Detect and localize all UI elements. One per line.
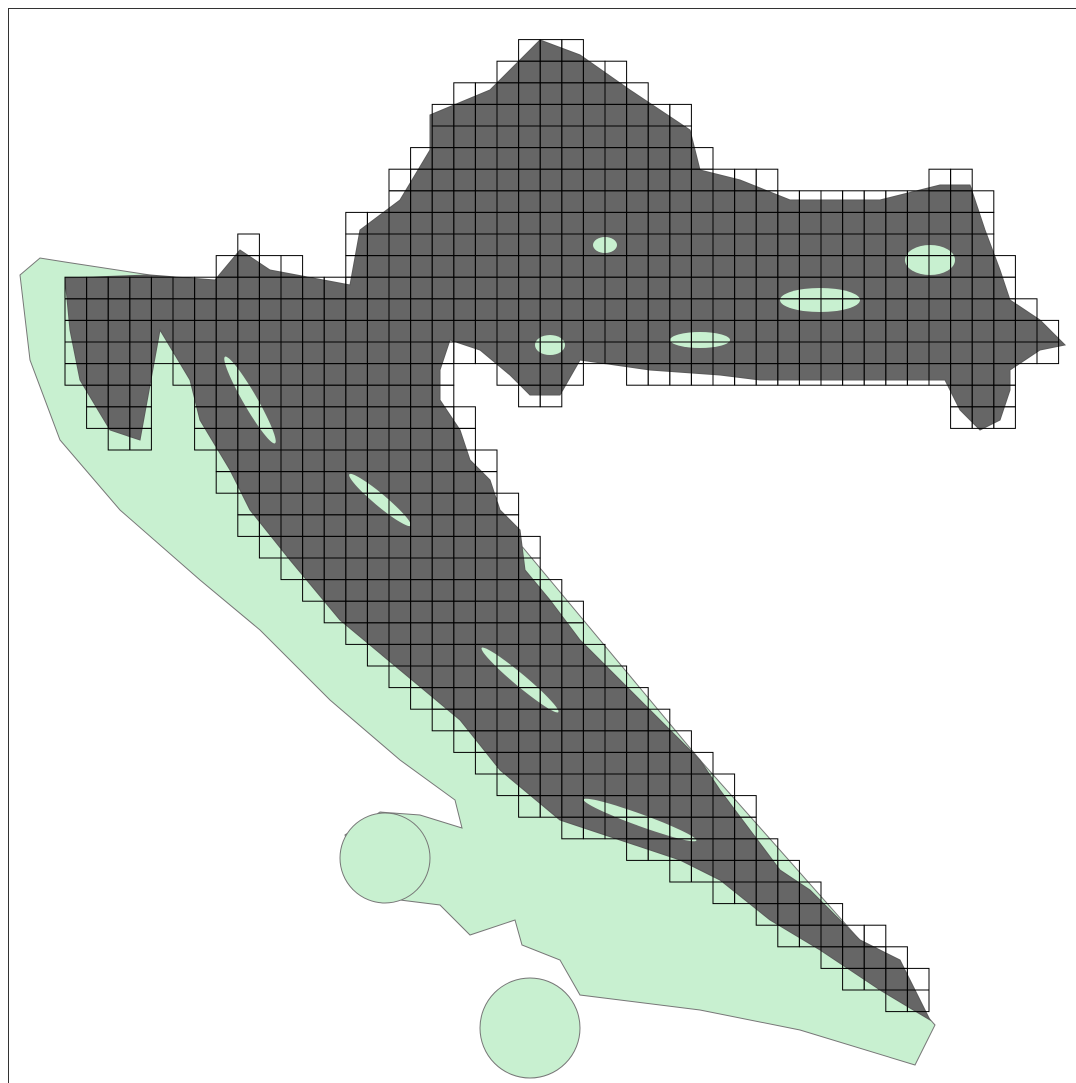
- clearing: [670, 332, 730, 348]
- tile: [129, 427, 152, 451]
- clearing: [905, 245, 955, 275]
- tile: [993, 406, 1016, 429]
- clearing: [780, 288, 860, 312]
- tile: [539, 384, 563, 408]
- tile: [561, 363, 584, 386]
- clearing: [481, 647, 559, 713]
- clearing: [224, 356, 276, 444]
- tile-grid: [64, 39, 1060, 1013]
- clearing: [535, 335, 565, 355]
- island-buffer: [339, 812, 431, 904]
- tile: [1036, 341, 1060, 365]
- clearing: [583, 798, 697, 842]
- land-clearings: [224, 237, 955, 842]
- island-buffer: [479, 977, 581, 1079]
- tile: [906, 989, 930, 1013]
- clearing: [349, 473, 411, 527]
